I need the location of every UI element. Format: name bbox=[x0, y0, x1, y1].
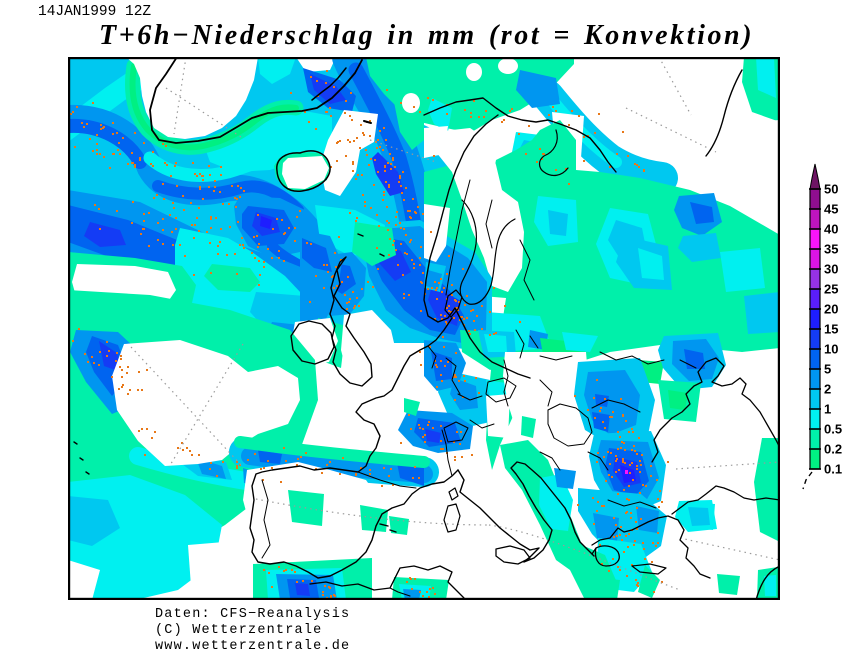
svg-text:5: 5 bbox=[824, 362, 831, 377]
svg-text:15: 15 bbox=[824, 322, 838, 337]
svg-text:0.2: 0.2 bbox=[824, 442, 842, 457]
svg-text:30: 30 bbox=[824, 262, 838, 277]
svg-text:1: 1 bbox=[824, 402, 831, 417]
svg-text:25: 25 bbox=[824, 282, 838, 297]
svg-text:20: 20 bbox=[824, 302, 838, 317]
svg-text:40: 40 bbox=[824, 222, 838, 237]
svg-text:10: 10 bbox=[824, 342, 838, 357]
svg-text:45: 45 bbox=[824, 202, 838, 217]
svg-text:2: 2 bbox=[824, 382, 831, 397]
svg-text:0.5: 0.5 bbox=[824, 422, 842, 437]
svg-text:50: 50 bbox=[824, 182, 838, 197]
svg-text:0.1: 0.1 bbox=[824, 462, 842, 477]
svg-text:35: 35 bbox=[824, 242, 838, 257]
